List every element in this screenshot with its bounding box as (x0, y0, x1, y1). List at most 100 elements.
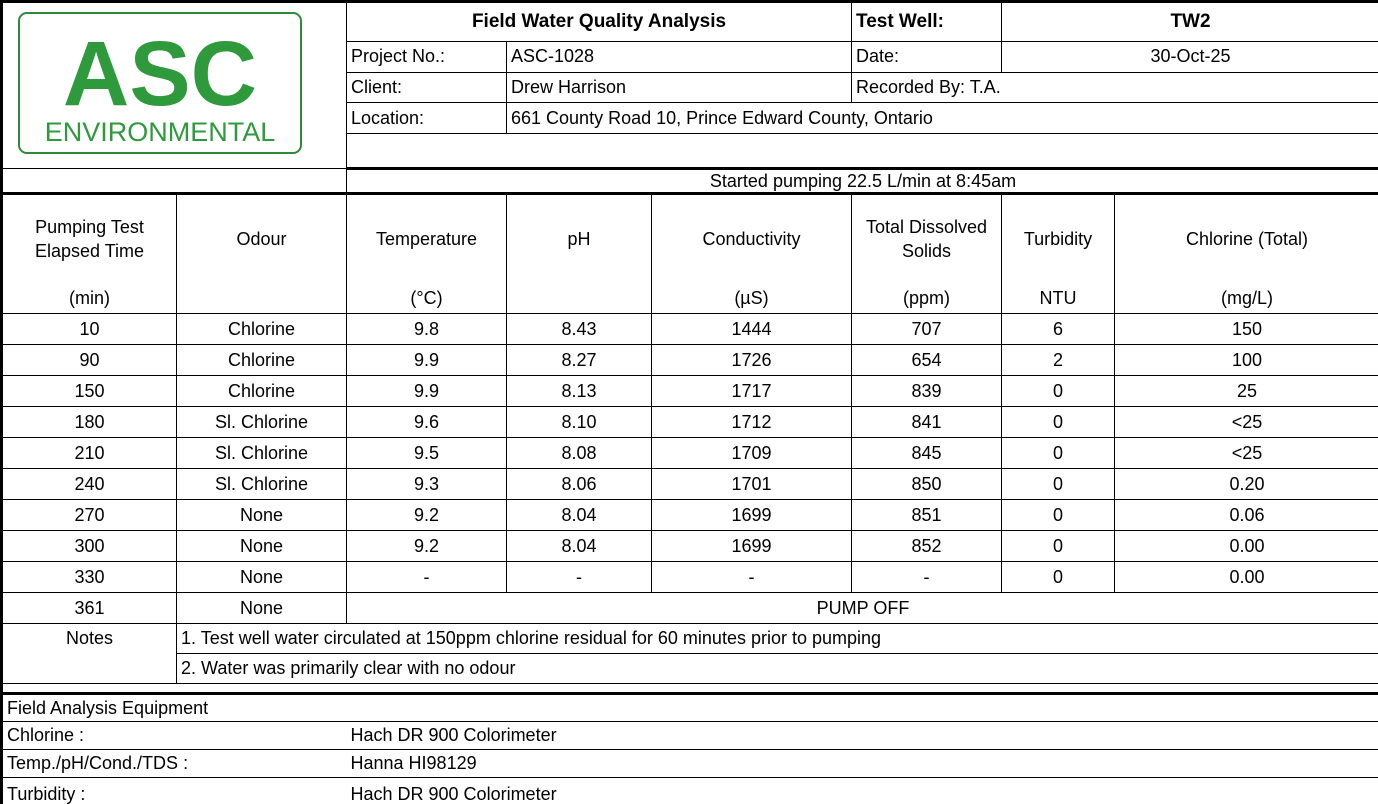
date: 30-Oct-25 (1000, 40, 1378, 73)
data-cell: 0.00 (1113, 561, 1378, 593)
client: Drew Harrison (506, 71, 852, 104)
data-cell: 25 (1113, 375, 1378, 407)
data-row: 150 Chlorine 9.9 8.13 1717 839 0 25 (1, 375, 1378, 407)
header-box: Odour (178, 197, 346, 313)
data-cell: 851 (851, 499, 1002, 531)
header-box: Temperature (°C) (348, 197, 506, 313)
data-cell: 1712 (651, 406, 852, 438)
note-row: 2. Water was primarily clear with no odo… (2, 653, 1378, 684)
column-unit: (µS) (734, 288, 769, 308)
data-cell: 9.2 (346, 530, 507, 562)
header-box: pH (508, 197, 651, 313)
column-unit (178, 283, 346, 313)
header-box: Pumping Test Elapsed Time (min) (3, 197, 176, 313)
data-cell: - (651, 561, 852, 593)
data-cell: - (506, 561, 652, 593)
data-cell: 8.10 (506, 406, 652, 438)
data-cell: 361 (1, 592, 177, 624)
data-cell: 9.5 (346, 437, 507, 469)
data-cell: 9.9 (346, 375, 507, 407)
data-cell: 839 (851, 375, 1002, 407)
column-label: Temperature (375, 229, 478, 249)
note-row: Notes 1. Test well water circulated at 15… (1, 623, 1378, 684)
data-cell: Chlorine (176, 344, 347, 376)
data-row: 180 Sl. Chlorine 9.6 8.10 1712 841 0 <25 (1, 406, 1378, 438)
data-cell: 10 (1, 313, 177, 345)
data-cell: 654 (851, 344, 1002, 376)
data-cell: 300 (1, 530, 177, 562)
data-cell: 1699 (651, 499, 852, 531)
equipment-row: Chlorine : Hach DR 900 Colorimeter (1, 721, 1378, 750)
data-cell: Sl. Chlorine (176, 437, 347, 469)
data-cell: 8.43 (506, 313, 652, 345)
notes-label: Notes (1, 623, 177, 684)
column-label: pH (567, 229, 591, 249)
spacer (0, 683, 1378, 695)
title: Field Water Quality Analysis (346, 1, 852, 42)
data-cell: 1444 (651, 313, 852, 345)
data-cell: 1717 (651, 375, 852, 407)
logo-name: ASC (63, 23, 257, 125)
column-label: Odour (236, 229, 287, 249)
logo: ASC ENVIRONMENTAL (18, 12, 302, 154)
data-cell: None (176, 530, 347, 562)
data-cell: 0 (1001, 499, 1115, 531)
header-box: Total Dissolved Solids (ppm) (853, 197, 1001, 313)
column-header: Chlorine (Total) (mg/L) (1113, 192, 1378, 314)
location-label: Location: (346, 102, 507, 135)
data-cell: 1709 (651, 437, 852, 469)
data-cell: 90 (1, 344, 177, 376)
recorded-by: Recorded By: T.A. (850, 71, 1378, 104)
blank (1, 168, 347, 194)
equipment-title: Field Analysis Equipment (0, 693, 1378, 722)
data-cell: 0 (1001, 437, 1115, 469)
data-cell: 0 (1001, 561, 1115, 593)
data-cell: PUMP OFF (345, 592, 1378, 624)
pumping-note: Started pumping 22.5 L/min at 8:45am (345, 167, 1378, 194)
client-label: Client: (346, 71, 507, 104)
data-cell: 0 (1001, 406, 1115, 438)
location: 661 County Road 10, Prince Edward County… (505, 102, 1378, 135)
data-row: 10 Chlorine 9.8 8.43 1444 707 6 150 (1, 313, 1378, 345)
column-label: Chlorine (Total) (1185, 229, 1309, 249)
data-cell: 150 (1113, 313, 1378, 345)
data-cell: 8.06 (506, 468, 652, 500)
column-header: Pumping Test Elapsed Time (min) (1, 192, 177, 314)
data-cell: 8.08 (506, 437, 652, 469)
data-cell: 330 (1, 561, 177, 593)
data-cell: 9.9 (346, 344, 507, 376)
column-unit: (ppm) (902, 288, 950, 308)
data-cell: 180 (1, 406, 177, 438)
header-box: Conductivity (µS) (653, 197, 851, 313)
data-cell: 8.04 (506, 530, 652, 562)
column-unit (508, 283, 651, 313)
data-cell: 240 (1, 468, 177, 500)
column-header: pH (506, 192, 652, 314)
equipment-label: Temp./pH/Cond./TDS : (1, 749, 347, 778)
data-cell: 841 (851, 406, 1002, 438)
data-cell: 1701 (651, 468, 852, 500)
data-cell: 0 (1001, 375, 1115, 407)
data-row: 90 Chlorine 9.9 8.27 1726 654 2 100 (1, 344, 1378, 376)
column-label: Total Dissolved Solids (865, 217, 988, 261)
equipment-row: Temp./pH/Cond./TDS : Hanna HI98129 (1, 749, 1378, 778)
column-header-row: Pumping Test Elapsed Time (min) Odour Tempe… (1, 192, 1378, 314)
header-box: Turbidity NTU (1003, 197, 1114, 313)
equipment-value: Hach DR 900 Colorimeter (346, 721, 1378, 750)
data-cell: 0.00 (1113, 530, 1378, 562)
header-box: Chlorine (Total) (mg/L) (1116, 197, 1378, 313)
spacer-row (0, 683, 1378, 695)
equipment-row: Turbidity : Hach DR 900 Colorimeter (1, 777, 1378, 804)
column-unit: (mg/L) (1221, 288, 1274, 308)
data-cell: 0 (1001, 530, 1115, 562)
data-cell: 707 (851, 313, 1002, 345)
data-cell: 8.04 (506, 499, 652, 531)
test-well: TW2 (1000, 1, 1378, 42)
data-cell: Chlorine (176, 313, 347, 345)
data-cell: 852 (851, 530, 1002, 562)
data-row: 240 Sl. Chlorine 9.3 8.06 1701 850 0 0.20 (1, 468, 1378, 500)
data-cell: 6 (1001, 313, 1115, 345)
data-cell: <25 (1113, 437, 1378, 469)
equipment-value: Hach DR 900 Colorimeter (346, 777, 1378, 804)
